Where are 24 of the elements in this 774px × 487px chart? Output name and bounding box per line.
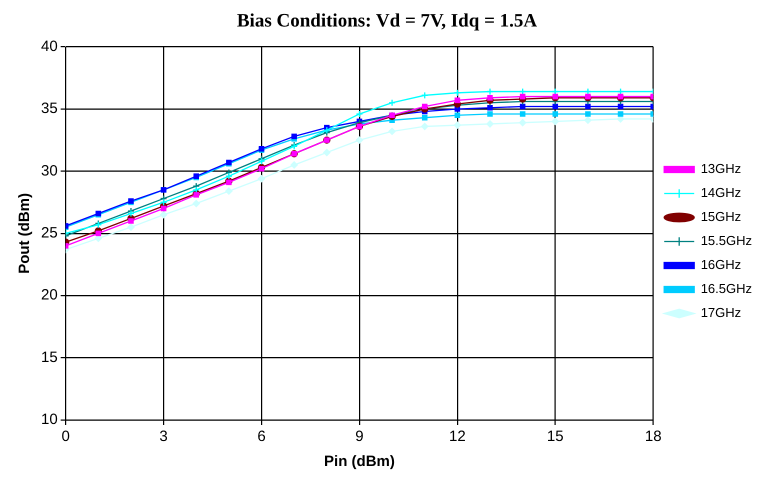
- y-tick-label: 35: [40, 100, 58, 118]
- x-tick-label: 3: [159, 428, 168, 446]
- legend-label: 14GHz: [700, 185, 742, 200]
- x-tick-label: 6: [257, 428, 266, 446]
- x-axis-title: Pin (dBm): [324, 453, 395, 470]
- legend-label: 16.5GHz: [700, 281, 752, 296]
- chart-title: Bias Conditions: Vd = 7V, Idq = 1.5A: [236, 10, 538, 32]
- legend-label: 15GHz: [700, 209, 742, 224]
- y-tick-label: 25: [40, 224, 58, 242]
- y-tick-label: 15: [40, 348, 58, 366]
- x-tick-label: 18: [644, 428, 662, 446]
- y-tick-label: 20: [40, 286, 58, 304]
- legend-label: 15.5GHz: [700, 233, 752, 248]
- x-tick-label: 9: [355, 428, 364, 446]
- legend-label: 16GHz: [700, 257, 742, 272]
- x-tick-label: 15: [546, 428, 564, 446]
- x-tick-label: 0: [62, 428, 70, 446]
- y-tick-label: 10: [40, 411, 58, 428]
- x-tick-label: 12: [449, 428, 466, 446]
- y-tick-label: 40: [40, 38, 58, 55]
- legend-label: 17GHz: [700, 305, 742, 320]
- y-axis-title: Pout (dBm): [16, 192, 34, 274]
- y-tick-label: 30: [40, 162, 58, 180]
- legend-label: 13GHz: [700, 161, 742, 176]
